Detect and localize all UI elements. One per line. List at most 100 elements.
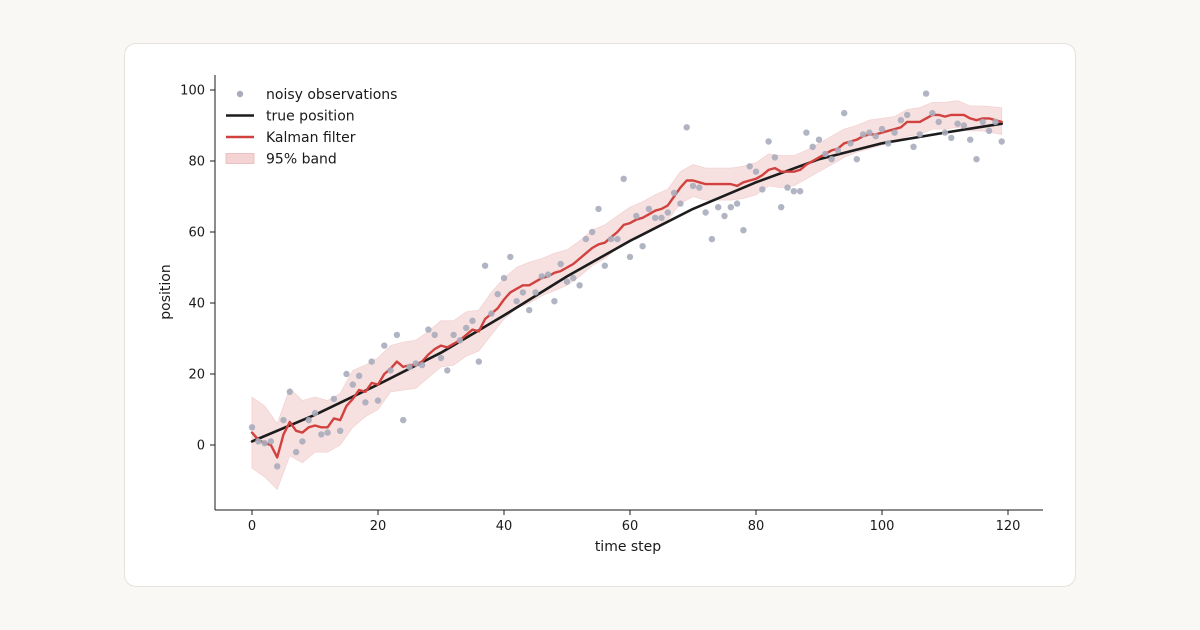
observation-point [488, 310, 495, 317]
observation-point [878, 125, 886, 133]
observation-point [778, 204, 785, 211]
y-tick-label: 60 [188, 226, 205, 241]
observation-point [563, 278, 571, 285]
observation-point [954, 120, 961, 127]
observation-point [853, 156, 860, 163]
observation-point [267, 438, 275, 445]
observation-point [343, 370, 350, 378]
observation-point [519, 289, 527, 296]
observation-point [570, 274, 577, 282]
observation-point [513, 298, 520, 305]
observation-point [715, 204, 722, 211]
observation-point [916, 131, 923, 138]
observation-point [406, 363, 413, 371]
observation-point [456, 337, 464, 344]
observation-point [299, 438, 306, 445]
observation-point [330, 395, 338, 403]
observation-point [941, 129, 949, 136]
observation-point [815, 136, 823, 143]
observation-point [822, 150, 829, 158]
observation-point [866, 129, 873, 136]
observation-point [274, 463, 281, 470]
axes: 0 20 40 60 80 100 120 0 20 40 60 80 100 [180, 75, 1043, 534]
observation-point [387, 367, 394, 374]
x-tick-label: 60 [622, 519, 639, 534]
x-tick-label: 0 [248, 519, 256, 534]
observation-point [935, 118, 942, 126]
observation-point [708, 235, 716, 243]
observation-point [368, 358, 375, 365]
observation-point [683, 124, 690, 131]
observation-point [796, 188, 804, 195]
observation-point [494, 290, 501, 298]
observation-point [412, 360, 419, 367]
scatter-layer [248, 90, 1005, 470]
observation-point [746, 163, 753, 170]
observation-point [374, 397, 382, 404]
observation-point [765, 138, 772, 145]
y-axis-label: position [158, 264, 174, 319]
x-tick-label: 100 [870, 519, 895, 534]
observation-point [589, 228, 596, 236]
observation-point [255, 438, 262, 445]
observation-point [998, 138, 1005, 145]
observation-point [324, 429, 331, 436]
observation-point [904, 111, 911, 119]
observation-point [910, 143, 917, 150]
x-tick-label: 120 [996, 519, 1021, 534]
observation-point [922, 90, 930, 97]
x-tick-label: 40 [496, 519, 513, 534]
observation-point [318, 431, 325, 438]
observation-point [727, 204, 734, 211]
observation-point [740, 227, 747, 234]
legend: noisy observations true position Kalman fi… [225, 87, 397, 168]
observation-point [551, 298, 558, 305]
observation-point [450, 331, 457, 339]
observation-point [652, 214, 659, 221]
observation-point [248, 424, 256, 431]
observation-point [393, 331, 401, 339]
observation-point [721, 212, 728, 220]
observation-point [891, 129, 898, 136]
observation-point [967, 136, 974, 143]
observation-point [948, 134, 955, 142]
observation-point [557, 260, 564, 268]
observation-point [702, 209, 709, 216]
observation-point [973, 156, 980, 163]
observation-point [677, 200, 684, 207]
observation-point [481, 262, 489, 269]
observation-point [897, 117, 905, 124]
observation-point [355, 372, 363, 379]
observation-point [771, 154, 779, 161]
observation-point [576, 282, 583, 289]
observation-point [544, 271, 552, 278]
observation-point [614, 235, 621, 243]
observation-point [733, 200, 741, 207]
observation-point [620, 175, 627, 182]
observation-point [431, 331, 438, 339]
observation-point [469, 317, 476, 324]
observation-point [305, 416, 312, 424]
x-axis-label: time step [595, 539, 661, 555]
observation-point [475, 358, 482, 365]
x-tick-label: 20 [370, 519, 387, 534]
legend-patch-band [225, 153, 255, 164]
observation-point [337, 427, 344, 434]
confidence-band [251, 100, 1003, 491]
observation-point [349, 381, 356, 388]
observation-point [809, 143, 816, 150]
observation-point [689, 182, 697, 190]
observation-point [752, 168, 760, 175]
observation-point [526, 306, 533, 314]
observation-point [582, 235, 590, 243]
observation-point [607, 235, 615, 243]
y-tick-label: 100 [180, 84, 205, 99]
observation-point [532, 289, 539, 296]
x-tick-label: 80 [748, 519, 765, 534]
observation-point [985, 127, 993, 134]
observation-point [292, 448, 300, 456]
observation-point [601, 262, 608, 269]
observation-point [784, 184, 791, 191]
observation-point [803, 129, 810, 136]
